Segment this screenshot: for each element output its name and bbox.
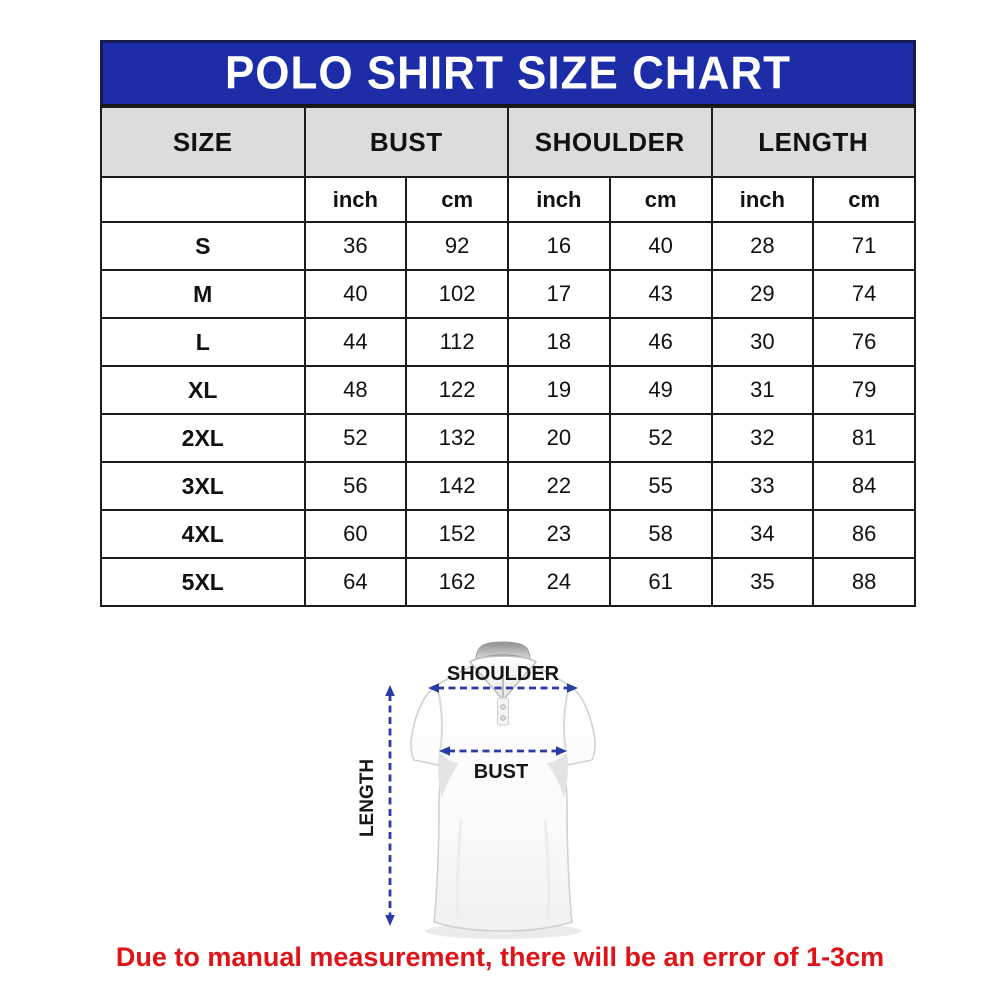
header-bust: BUST	[303, 106, 509, 178]
unit-cell: cm	[405, 176, 509, 223]
measurement-value-cell: 58	[608, 509, 713, 559]
unit-cell: cm	[812, 176, 916, 223]
measurement-value-cell: 46	[608, 317, 713, 367]
measurement-value-cell: 102	[405, 269, 509, 319]
measurement-value-cell: 52	[303, 413, 408, 463]
size-row: S 36 92 16 40 28 71	[100, 221, 916, 271]
size-table: SIZE BUST SHOULDER LENGTH inch cm inch c…	[100, 106, 916, 607]
unit-empty-cell	[100, 176, 306, 223]
chart-title-bar: POLO SHIRT SIZE CHART	[100, 40, 916, 106]
measurement-value-cell: 122	[405, 365, 509, 415]
header-length: LENGTH	[710, 106, 916, 178]
measurement-value-cell: 20	[507, 413, 611, 463]
measurement-value-cell: 55	[608, 461, 713, 511]
measurement-value-cell: 142	[405, 461, 509, 511]
polo-shirt-diagram: SHOULDER BUST LENGTH	[357, 641, 596, 939]
measurement-value-cell: 16	[507, 221, 611, 271]
length-arrow-label: LENGTH	[357, 759, 378, 837]
size-label-cell: 5XL	[100, 557, 306, 607]
measurement-value-cell: 74	[812, 269, 916, 319]
measurement-value-cell: 35	[710, 557, 815, 607]
measurement-value-cell: 88	[812, 557, 916, 607]
polo-shirt-graphic	[410, 641, 596, 932]
measurement-value-cell: 49	[608, 365, 713, 415]
chart-title: POLO SHIRT SIZE CHART	[224, 47, 792, 99]
size-label-cell: XL	[100, 365, 306, 415]
measurement-value-cell: 23	[507, 509, 611, 559]
measurement-value-cell: 22	[507, 461, 611, 511]
measurement-value-cell: 36	[303, 221, 408, 271]
shoulder-arrow-label: SHOULDER	[447, 663, 560, 685]
size-label-cell: M	[100, 269, 306, 319]
table-header-row: SIZE BUST SHOULDER LENGTH	[100, 106, 916, 178]
measurement-value-cell: 28	[710, 221, 815, 271]
measurement-value-cell: 29	[710, 269, 815, 319]
size-row: 3XL 56 142 22 55 33 84	[100, 461, 916, 511]
size-row: XL 48 122 19 49 31 79	[100, 365, 916, 415]
measurement-value-cell: 86	[812, 509, 916, 559]
measurement-value-cell: 52	[608, 413, 713, 463]
measurement-value-cell: 152	[405, 509, 509, 559]
measurement-value-cell: 34	[710, 509, 815, 559]
measurement-value-cell: 44	[303, 317, 408, 367]
unit-cell: inch	[303, 176, 408, 223]
size-chart-block: POLO SHIRT SIZE CHART SIZE BUST SHOULDER…	[100, 40, 916, 607]
measurement-value-cell: 43	[608, 269, 713, 319]
size-row: 4XL 60 152 23 58 34 86	[100, 509, 916, 559]
measurement-value-cell: 40	[303, 269, 408, 319]
measurement-value-cell: 18	[507, 317, 611, 367]
measurement-value-cell: 71	[812, 221, 916, 271]
unit-cell: cm	[608, 176, 713, 223]
measurement-value-cell: 162	[405, 557, 509, 607]
measurement-value-cell: 132	[405, 413, 509, 463]
measurement-value-cell: 31	[710, 365, 815, 415]
size-label-cell: 4XL	[100, 509, 306, 559]
measurement-note: Due to manual measurement, there will be…	[115, 942, 885, 972]
measurement-value-cell: 24	[507, 557, 611, 607]
header-shoulder: SHOULDER	[507, 106, 713, 178]
measurement-value-cell: 56	[303, 461, 408, 511]
measurement-value-cell: 112	[405, 317, 509, 367]
size-row: M 40 102 17 43 29 74	[100, 269, 916, 319]
bust-arrow-label: BUST	[474, 761, 528, 783]
size-label-cell: 3XL	[100, 461, 306, 511]
unit-cell: inch	[507, 176, 611, 223]
table-unit-row: inch cm inch cm inch cm	[100, 176, 916, 223]
size-label-cell: 2XL	[100, 413, 306, 463]
size-row: 5XL 64 162 24 61 35 88	[100, 557, 916, 607]
measurement-value-cell: 40	[608, 221, 713, 271]
size-row: 2XL 52 132 20 52 32 81	[100, 413, 916, 463]
measurement-value-cell: 17	[507, 269, 611, 319]
measurement-value-cell: 92	[405, 221, 509, 271]
measurement-value-cell: 30	[710, 317, 815, 367]
size-row: L 44 112 18 46 30 76	[100, 317, 916, 367]
size-table-body: S 36 92 16 40 28 71 M 40 102 17 43 29 74 L 44 112 18 46 30 7…	[100, 221, 916, 607]
measurement-value-cell: 61	[608, 557, 713, 607]
measurement-value-cell: 32	[710, 413, 815, 463]
measurement-value-cell: 76	[812, 317, 916, 367]
measurement-value-cell: 84	[812, 461, 916, 511]
size-label-cell: S	[100, 221, 306, 271]
measurement-value-cell: 81	[812, 413, 916, 463]
measurement-value-cell: 19	[507, 365, 611, 415]
measurement-value-cell: 79	[812, 365, 916, 415]
shoulder-arrow	[428, 683, 578, 693]
size-label-cell: L	[100, 317, 306, 367]
header-size: SIZE	[100, 106, 306, 178]
unit-cell: inch	[710, 176, 815, 223]
length-arrow	[385, 685, 395, 926]
measurement-value-cell: 48	[303, 365, 408, 415]
measurement-value-cell: 33	[710, 461, 815, 511]
measurement-value-cell: 64	[303, 557, 408, 607]
measurement-value-cell: 60	[303, 509, 408, 559]
bust-arrow	[439, 746, 567, 756]
